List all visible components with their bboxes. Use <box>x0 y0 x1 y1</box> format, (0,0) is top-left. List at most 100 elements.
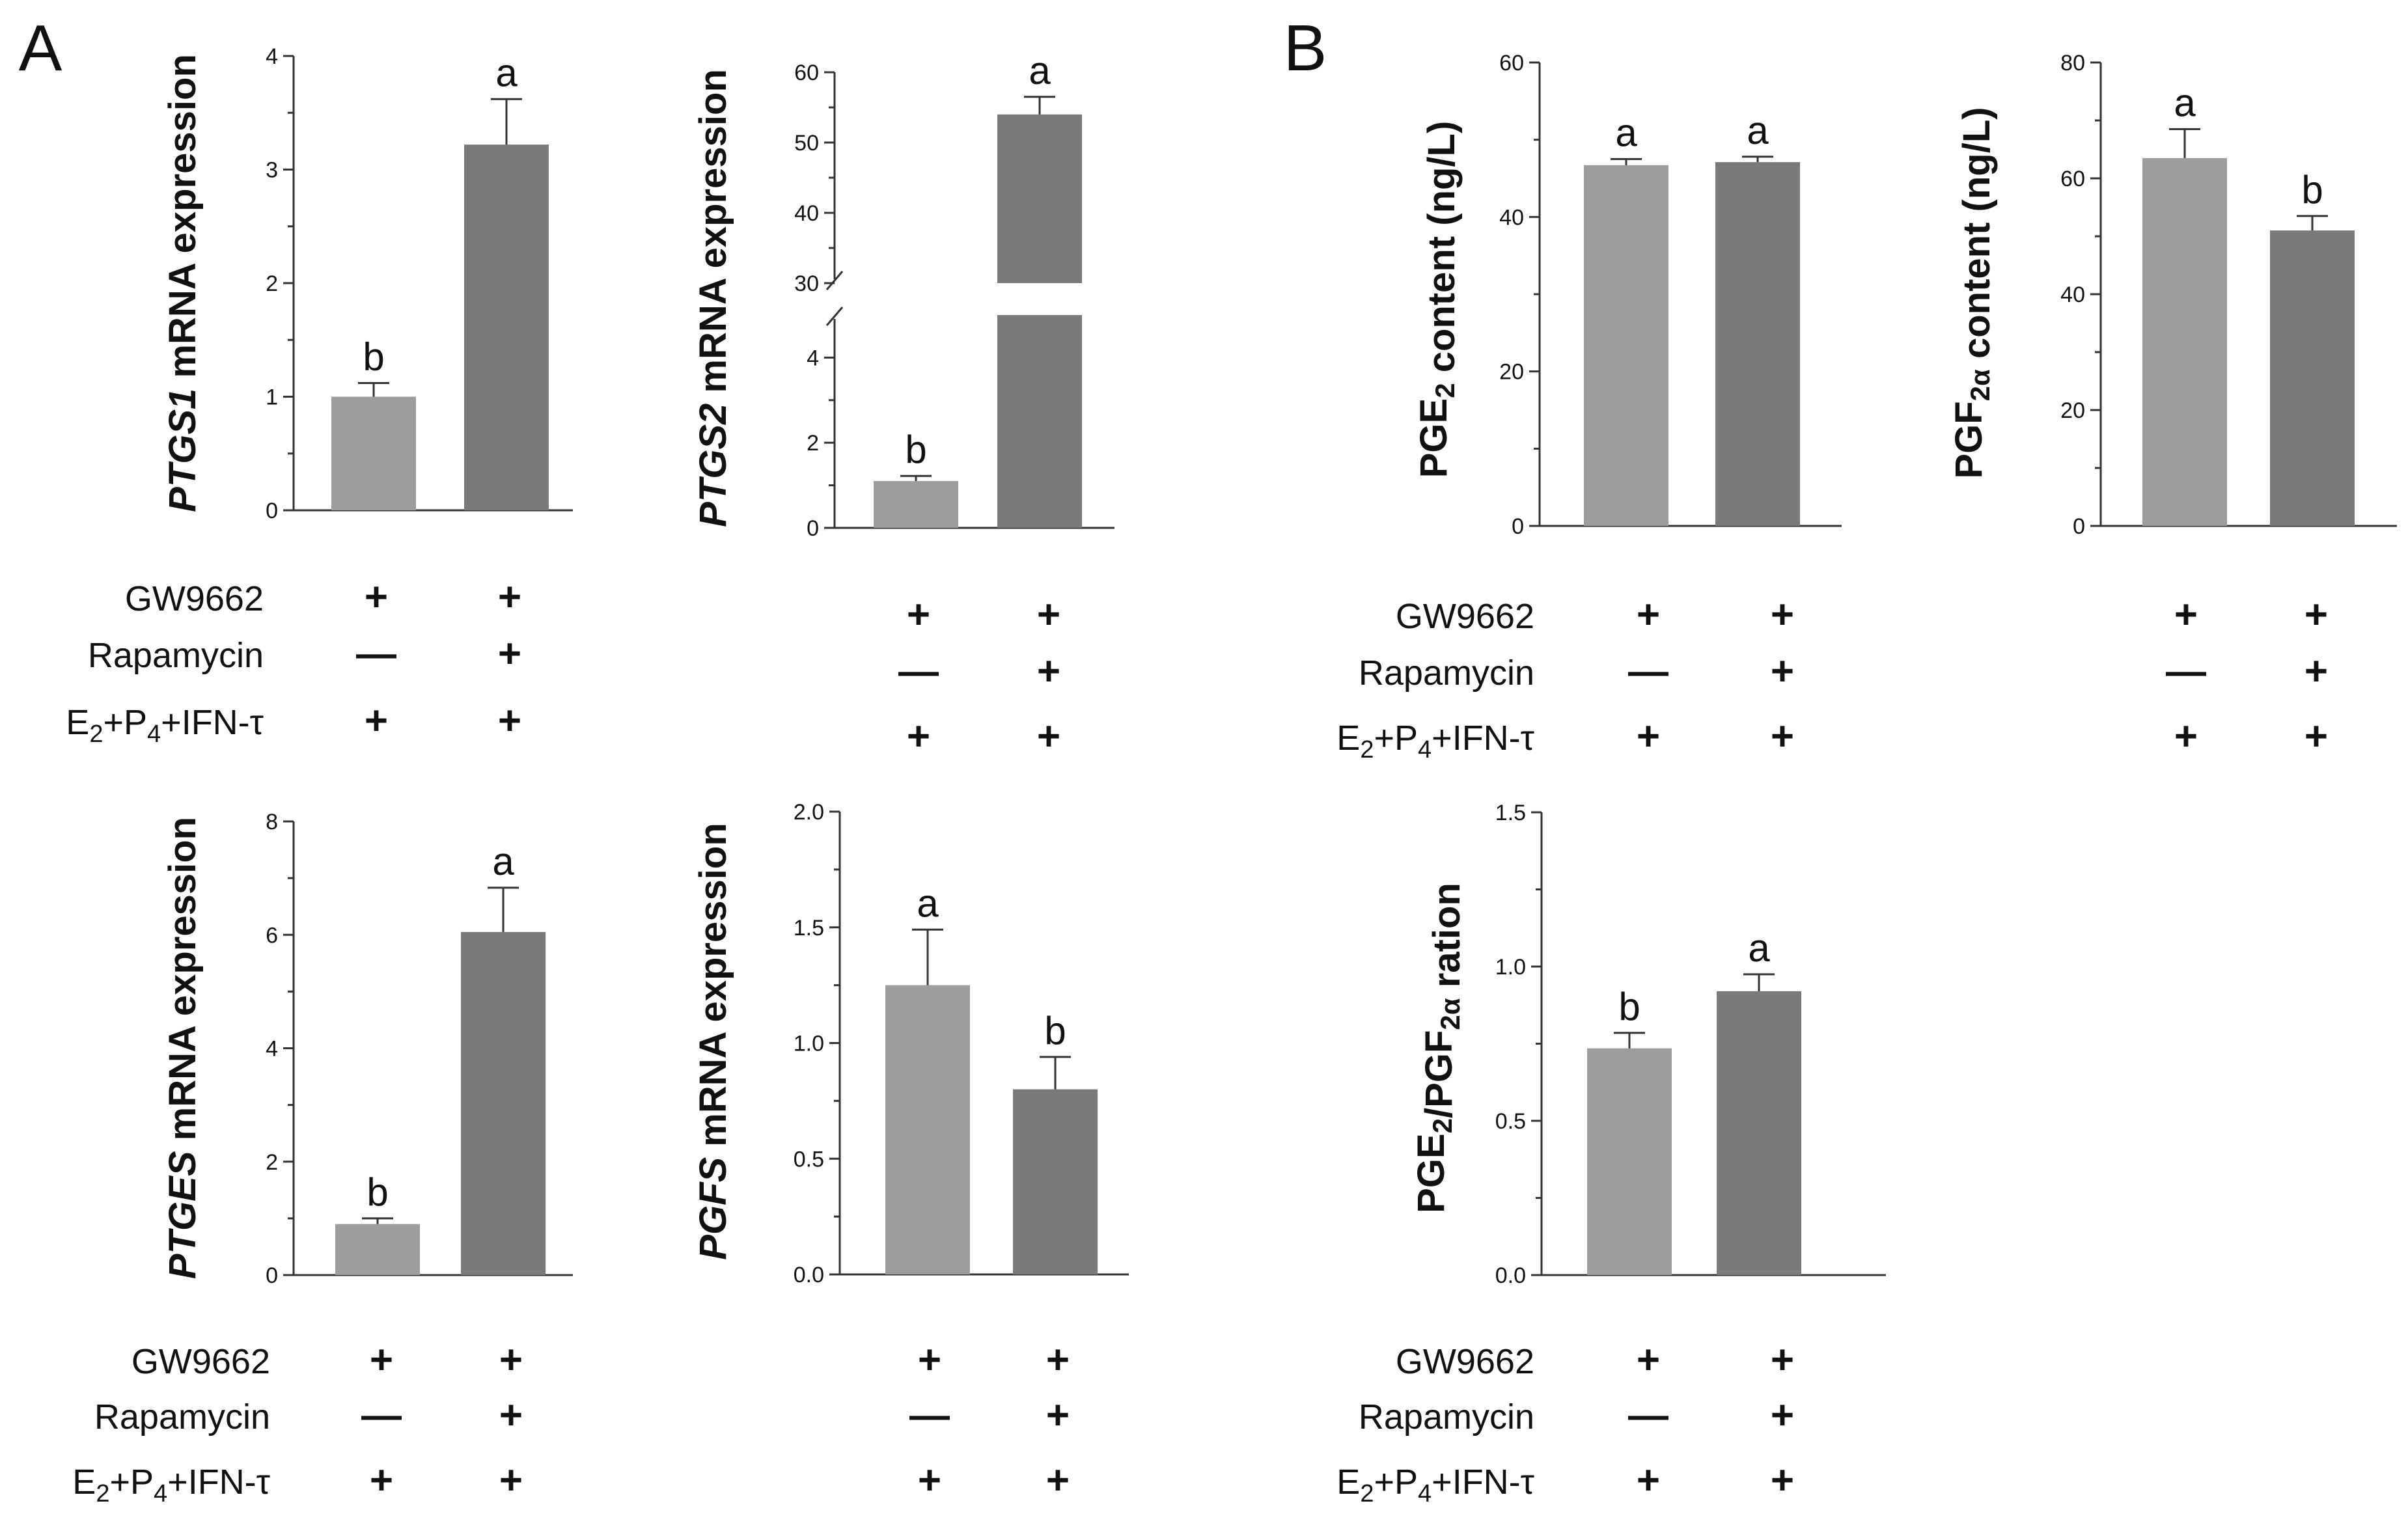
ptges-ytick-label-8: 8 <box>266 810 278 834</box>
pge2-treatment-label-gw9662: GW9662 <box>1396 597 1534 636</box>
pge2-treatment-label-hormones: E2+P4+IFN-τ <box>1336 719 1534 763</box>
ratio-treatment-label-hormones: E2+P4+IFN-τ <box>1336 1463 1534 1507</box>
ptgs1-ytick-label-1: 1 <box>266 385 278 410</box>
pge2-treatment-gw9662-sign-1: + <box>1637 592 1660 637</box>
ptgs1-bar-2 <box>464 144 549 511</box>
pge2-ytick-label-40: 40 <box>1499 205 1524 230</box>
pgfs-ylabel: PGFS mRNA expression <box>692 823 734 1259</box>
ptgs2-treatment-rapamycin-sign-1: — <box>898 649 939 694</box>
pge2-ylabel: PGE2 content (ng/L) <box>1413 121 1463 478</box>
ptges-bar-1 <box>335 1224 420 1275</box>
ptgs2-bar-2-lower <box>997 315 1082 528</box>
pge2-treatment-label-rapamycin: Rapamycin <box>1359 653 1534 693</box>
ptgs1-ytick-label-0: 0 <box>266 499 278 523</box>
ptgs2-ytick-label-30: 30 <box>794 271 819 296</box>
ptges-treatment-label-rapamycin: Rapamycin <box>94 1397 270 1436</box>
pge2-sig-letter-2: a <box>1747 109 1769 152</box>
ptges-treatment-rapamycin-sign-1: — <box>361 1393 402 1438</box>
pgfs-bar-2 <box>1013 1089 1098 1274</box>
ptges-sig-letter-2: a <box>492 840 514 883</box>
ratio-ytick-label-1.5: 1.5 <box>1495 801 1526 825</box>
ratio-ytick-label-1.0: 1.0 <box>1495 955 1526 980</box>
ptgs2-treatment-hormones-sign-2: + <box>1037 714 1060 759</box>
ptgs1-treatment-hormones-sign-2: + <box>498 698 521 743</box>
ptges-bar-2 <box>461 931 546 1275</box>
ptgs2-treatment-rapamycin-sign-2: + <box>1037 649 1060 694</box>
pgf2a-ylabel: PGF2α content (ng/L) <box>1948 107 1998 478</box>
ptgs2-bar-1 <box>874 481 958 528</box>
pgf2a-treatment-rapamycin-sign-2: + <box>2304 649 2328 694</box>
ratio-sig-letter-1: b <box>1618 985 1640 1028</box>
pgfs-ytick-label-0.0: 0.0 <box>794 1263 824 1287</box>
pge2-bar-1 <box>1584 165 1668 526</box>
ptgs1-ylabel: PTGS1 mRNA expression <box>161 54 204 512</box>
pgf2a-treatment-gw9662-sign-1: + <box>2174 592 2198 637</box>
ptgs1-ytick-label-3: 3 <box>266 158 278 183</box>
pgfs-ytick-label-1.5: 1.5 <box>794 916 824 941</box>
ptgs2-sig-letter-2: a <box>1029 49 1051 92</box>
ptges-ytick-label-2: 2 <box>266 1150 278 1175</box>
pgfs-treatment-rapamycin-sign-2: + <box>1046 1393 1070 1438</box>
pgf2a-treatment-hormones-sign-2: + <box>2304 714 2328 759</box>
ratio-treatment-hormones-sign-1: + <box>1637 1458 1660 1503</box>
pgf2a-treatment-rapamycin-sign-1: — <box>2166 649 2206 694</box>
pge2-treatment-rapamycin-sign-1: — <box>1628 649 1668 694</box>
ptges-treatment-label-hormones: E2+P4+IFN-τ <box>72 1463 270 1507</box>
pge2-ytick-label-20: 20 <box>1499 360 1524 385</box>
ptgs2-ytick-label-50: 50 <box>794 131 819 156</box>
ptgs2-ytick-label-0: 0 <box>807 516 819 541</box>
ptgs1-treatment-label-gw9662: GW9662 <box>125 579 264 618</box>
ptgs2-ytick-label-40: 40 <box>794 201 819 226</box>
ptgs2-ylabel: PTGS2 mRNA expression <box>692 69 734 527</box>
ptgs1-bar-1 <box>331 396 416 510</box>
pgfs-bar-1 <box>885 985 970 1274</box>
ratio-treatment-label-gw9662: GW9662 <box>1396 1342 1534 1381</box>
ptgs2-treatment-gw9662-sign-1: + <box>907 592 930 637</box>
ptgs1-ytick-label-2: 2 <box>266 271 278 296</box>
ptges-ytick-label-4: 4 <box>266 1037 278 1062</box>
pgf2a-bar-1 <box>2142 158 2227 527</box>
ptges-treatment-hormones-sign-1: + <box>370 1458 393 1503</box>
ptgs2-axis-break-upper <box>825 271 844 290</box>
pgfs-ytick-label-2.0: 2.0 <box>794 800 824 825</box>
ptgs1-ytick-label-4: 4 <box>266 44 278 69</box>
ptgs1-treatment-rapamycin-sign-1: — <box>356 631 396 676</box>
ptgs2-sig-letter-1: b <box>905 428 926 471</box>
ptges-treatment-rapamycin-sign-2: + <box>499 1393 523 1438</box>
pgfs-treatment-hormones-sign-2: + <box>1046 1458 1070 1503</box>
pgfs-sig-letter-1: a <box>917 881 939 925</box>
ratio-sig-letter-2: a <box>1748 926 1770 970</box>
pgfs-ytick-label-0.5: 0.5 <box>794 1147 824 1172</box>
ratio-treatment-rapamycin-sign-1: — <box>1628 1393 1668 1438</box>
ptgs2-bar-2-upper <box>997 114 1082 284</box>
pgf2a-bar-2 <box>2270 230 2355 526</box>
pgf2a-ytick-label-80: 80 <box>2060 51 2085 76</box>
pgf2a-sig-letter-1: a <box>2174 81 2196 124</box>
ptgs2-treatment-hormones-sign-1: + <box>907 714 930 759</box>
pge2-ytick-label-0: 0 <box>1512 514 1524 539</box>
ratio-treatment-gw9662-sign-2: + <box>1771 1338 1794 1382</box>
ptgs1-treatment-label-hormones: E2+P4+IFN-τ <box>66 703 264 748</box>
pgfs-treatment-gw9662-sign-1: + <box>918 1338 941 1382</box>
ptgs1-treatment-hormones-sign-1: + <box>365 698 388 743</box>
ptges-ytick-label-0: 0 <box>266 1263 278 1288</box>
ptgs2-treatment-gw9662-sign-2: + <box>1037 592 1060 637</box>
pgf2a-ytick-label-0: 0 <box>2073 514 2085 539</box>
ratio-treatment-rapamycin-sign-2: + <box>1771 1393 1794 1438</box>
pge2-sig-letter-1: a <box>1615 111 1637 154</box>
ratio-bar-1 <box>1587 1048 1672 1275</box>
ratio-ytick-label-0.0: 0.0 <box>1495 1263 1526 1288</box>
ptgs1-sig-letter-1: b <box>363 335 384 379</box>
ptgs2-ytick-label-2: 2 <box>807 431 819 456</box>
ptgs2-ytick-label-60: 60 <box>794 61 819 85</box>
ratio-bar-2 <box>1717 991 1801 1275</box>
pgf2a-ytick-label-20: 20 <box>2060 398 2085 423</box>
pgf2a-sig-letter-2: b <box>2301 168 2323 212</box>
pgf2a-treatment-gw9662-sign-2: + <box>2304 592 2328 637</box>
pge2-ytick-label-60: 60 <box>1499 51 1524 76</box>
pgf2a-treatment-hormones-sign-1: + <box>2174 714 2198 759</box>
pge2-treatment-gw9662-sign-2: + <box>1771 592 1794 637</box>
ptgs1-sig-letter-2: a <box>495 51 518 94</box>
ptgs1-treatment-label-rapamycin: Rapamycin <box>88 636 264 675</box>
